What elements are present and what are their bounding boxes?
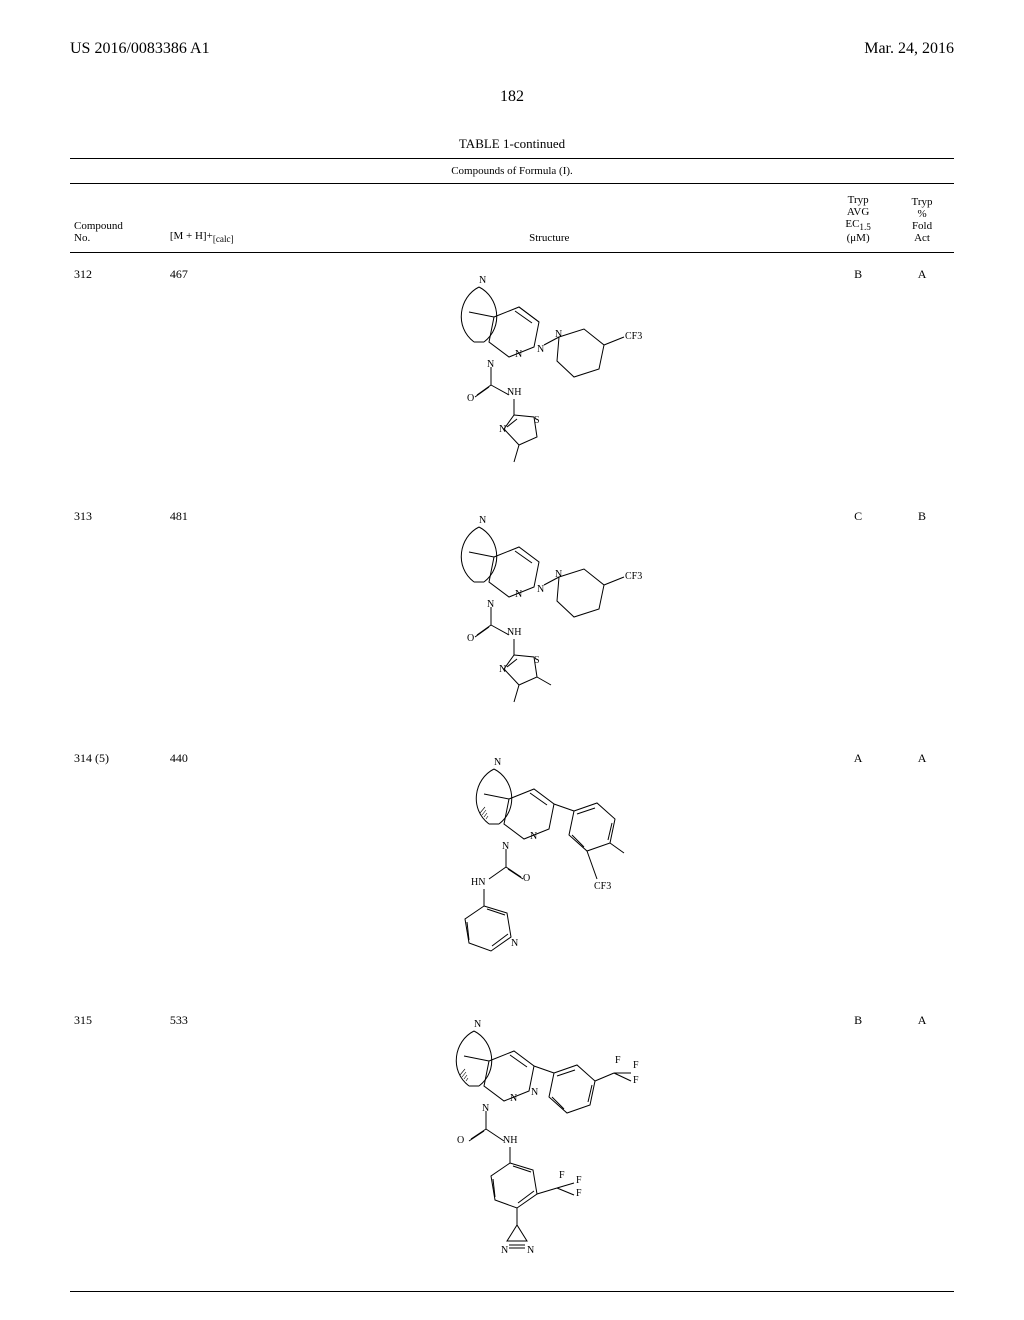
col-fold-l4: Act bbox=[914, 232, 930, 244]
structure-315: N N N bbox=[409, 1013, 689, 1273]
svg-text:S: S bbox=[534, 655, 540, 666]
svg-text:NH: NH bbox=[507, 387, 521, 398]
cell-structure: N N N N CF3 N bbox=[272, 495, 826, 737]
svg-text:N: N bbox=[494, 757, 501, 768]
cell-structure: N N bbox=[272, 737, 826, 999]
svg-text:N: N bbox=[510, 1093, 517, 1104]
table-row: 315 533 N bbox=[70, 999, 954, 1291]
svg-text:S: S bbox=[534, 415, 540, 426]
svg-text:NH: NH bbox=[503, 1135, 517, 1146]
cell-mh: 481 bbox=[166, 495, 273, 737]
table-title: TABLE 1-continued bbox=[70, 136, 954, 152]
publication-date: Mar. 24, 2016 bbox=[864, 40, 954, 58]
cell-compound-no: 313 bbox=[70, 495, 166, 737]
col-fold-l2: % bbox=[917, 208, 926, 220]
svg-text:N: N bbox=[474, 1019, 481, 1030]
cell-fold: A bbox=[890, 737, 954, 999]
svg-text:N: N bbox=[511, 938, 518, 949]
svg-text:CF3: CF3 bbox=[625, 331, 642, 342]
structure-314: N N bbox=[419, 751, 679, 981]
svg-text:N: N bbox=[501, 1245, 508, 1256]
col-ec-l4: (μM) bbox=[847, 232, 870, 244]
col-ec-l3: EC1.5 bbox=[845, 218, 871, 230]
cell-compound-no: 312 bbox=[70, 253, 166, 496]
cell-compound-no: 315 bbox=[70, 999, 166, 1291]
svg-text:F: F bbox=[633, 1060, 639, 1071]
svg-text:N: N bbox=[527, 1245, 534, 1256]
svg-text:N: N bbox=[479, 275, 486, 286]
svg-text:CF3: CF3 bbox=[625, 571, 642, 582]
col-fold-l3: Fold bbox=[912, 220, 932, 232]
svg-text:O: O bbox=[467, 633, 474, 644]
cell-fold: B bbox=[890, 495, 954, 737]
structure-312: N N N N CF3 bbox=[419, 267, 679, 477]
table-header-row: Compound No. [M + H]+[calc] Structure Tr… bbox=[70, 184, 954, 253]
col-compound-no-l1: Compound bbox=[74, 220, 123, 232]
col-mh: [M + H]+[calc] bbox=[166, 184, 273, 253]
svg-text:N: N bbox=[537, 344, 544, 355]
table-subtitle: Compounds of Formula (I). bbox=[70, 159, 954, 184]
col-compound-no-l2: No. bbox=[74, 232, 90, 244]
svg-text:F: F bbox=[615, 1055, 621, 1066]
cell-structure: N N N N CF3 bbox=[272, 253, 826, 496]
svg-text:N: N bbox=[555, 329, 562, 340]
cell-mh: 467 bbox=[166, 253, 273, 496]
col-ec-l1: Tryp bbox=[848, 194, 869, 206]
col-ec-l2: AVG bbox=[847, 206, 869, 218]
svg-text:N: N bbox=[515, 349, 522, 360]
cell-ec: A bbox=[826, 737, 890, 999]
table-row: 313 481 N N N bbox=[70, 495, 954, 737]
table-row: 312 467 N bbox=[70, 253, 954, 496]
svg-text:N: N bbox=[479, 515, 486, 526]
table: Compound No. [M + H]+[calc] Structure Tr… bbox=[70, 184, 954, 1291]
cell-ec: B bbox=[826, 253, 890, 496]
svg-text:O: O bbox=[523, 873, 530, 884]
cell-fold: A bbox=[890, 999, 954, 1291]
compounds-table: Compounds of Formula (I). Compound No. [… bbox=[70, 158, 954, 1292]
col-structure: Structure bbox=[272, 184, 826, 253]
svg-text:N: N bbox=[499, 664, 506, 675]
svg-text:N: N bbox=[515, 589, 522, 600]
svg-text:F: F bbox=[559, 1170, 565, 1181]
page-number: 182 bbox=[70, 88, 954, 106]
svg-text:N: N bbox=[531, 1087, 538, 1098]
svg-text:F: F bbox=[576, 1188, 582, 1199]
svg-text:F: F bbox=[633, 1075, 639, 1086]
cell-ec: C bbox=[826, 495, 890, 737]
col-fold-l1: Tryp bbox=[912, 196, 933, 208]
svg-text:N: N bbox=[537, 584, 544, 595]
cell-mh: 440 bbox=[166, 737, 273, 999]
svg-text:CF3: CF3 bbox=[594, 881, 611, 892]
svg-text:O: O bbox=[467, 393, 474, 404]
table-row: 314 (5) 440 N bbox=[70, 737, 954, 999]
svg-text:O: O bbox=[457, 1135, 464, 1146]
svg-text:N: N bbox=[555, 569, 562, 580]
svg-text:N: N bbox=[499, 424, 506, 435]
patent-number: US 2016/0083386 A1 bbox=[70, 40, 210, 58]
col-mh-main: [M + H]+ bbox=[170, 230, 213, 242]
col-fold: Tryp % Fold Act bbox=[890, 184, 954, 253]
svg-text:NH: NH bbox=[507, 627, 521, 638]
col-ec: Tryp AVG EC1.5 (μM) bbox=[826, 184, 890, 253]
col-mh-sub: [calc] bbox=[213, 234, 234, 244]
svg-text:F: F bbox=[576, 1175, 582, 1186]
cell-structure: N N N bbox=[272, 999, 826, 1291]
structure-313: N N N N CF3 N bbox=[419, 509, 679, 719]
cell-compound-no: 314 (5) bbox=[70, 737, 166, 999]
svg-text:N: N bbox=[530, 831, 537, 842]
cell-ec: B bbox=[826, 999, 890, 1291]
cell-mh: 533 bbox=[166, 999, 273, 1291]
svg-text:HN: HN bbox=[471, 877, 485, 888]
page-header: US 2016/0083386 A1 Mar. 24, 2016 bbox=[70, 40, 954, 58]
cell-fold: A bbox=[890, 253, 954, 496]
col-compound-no: Compound No. bbox=[70, 184, 166, 253]
